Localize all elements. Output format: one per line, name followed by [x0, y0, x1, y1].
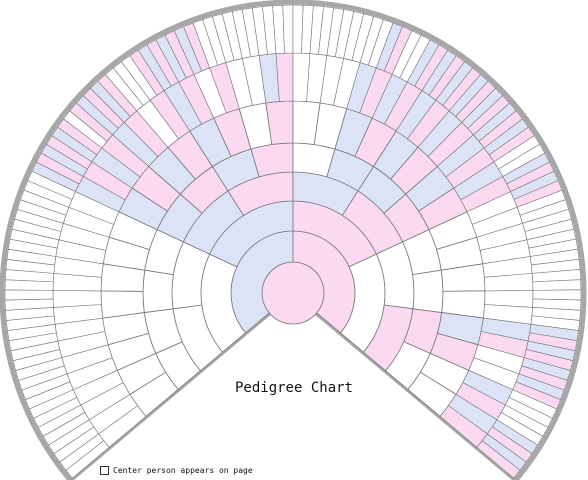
ancestor-cell-gen7[interactable] — [476, 440, 521, 479]
chart-title: Pedigree Chart — [234, 380, 353, 396]
ancestor-cell-gen7[interactable] — [4, 289, 54, 301]
ancestor-cell-gen4[interactable] — [142, 269, 174, 314]
center-person-option[interactable]: Center person appears on page — [100, 466, 253, 475]
center-person-checkbox[interactable] — [100, 466, 109, 475]
ancestor-cell-gen4[interactable] — [250, 142, 294, 178]
center-person-label: Center person appears on page — [113, 466, 253, 475]
ancestor-cell-gen7[interactable] — [532, 289, 582, 301]
ancestor-cell-gen7[interactable] — [282, 4, 294, 54]
ancestor-cell-gen4[interactable] — [412, 269, 444, 314]
ancestor-cell-gen7[interactable] — [532, 279, 582, 291]
ancestor-cell-gen6[interactable] — [52, 290, 102, 308]
